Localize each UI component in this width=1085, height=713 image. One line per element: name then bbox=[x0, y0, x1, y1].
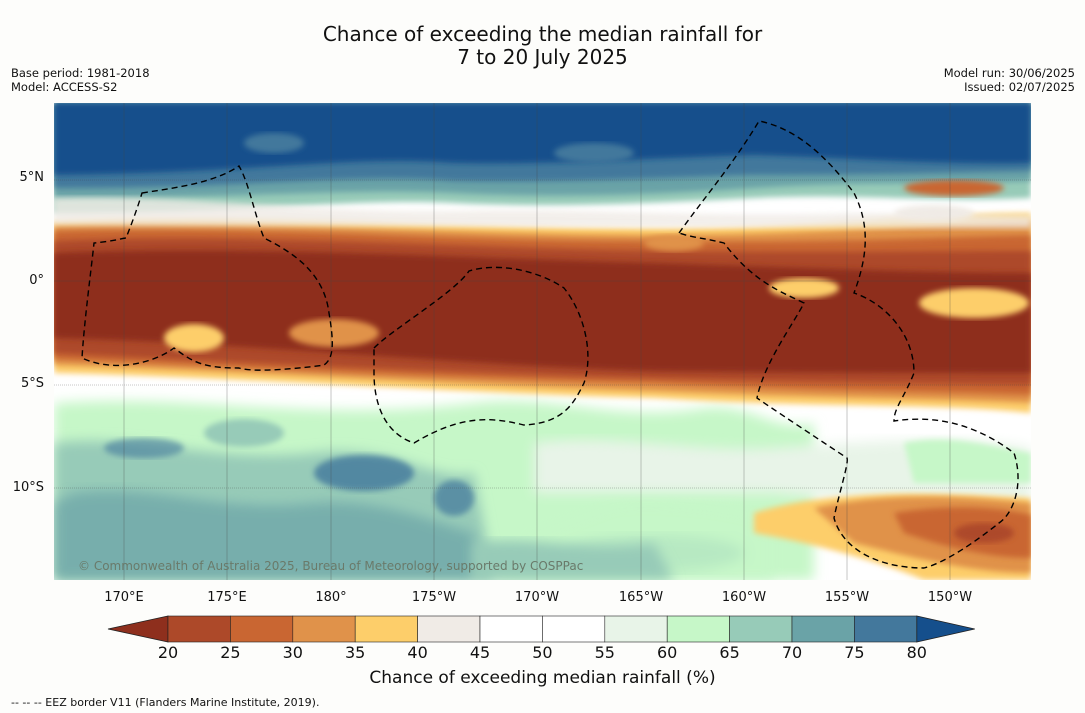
lon-label-155w: 155°W bbox=[824, 590, 870, 605]
copyright-text: © Commonwealth of Australia 2025, Bureau… bbox=[78, 559, 584, 573]
colorbar-cell bbox=[292, 615, 356, 643]
lat-label-10s: 10°S bbox=[12, 480, 44, 495]
colorbar bbox=[107, 615, 975, 643]
meta-right: Model run: 30/06/2025 Issued: 02/07/2025 bbox=[944, 66, 1075, 94]
colorbar-tick-label: 60 bbox=[657, 643, 678, 662]
equatorial-dry-band bbox=[54, 213, 1031, 413]
lon-label-175w: 175°W bbox=[411, 590, 457, 605]
colorbar-label: Chance of exceeding median rainfall (%) bbox=[369, 668, 716, 688]
rainfall-map bbox=[54, 103, 1031, 580]
eez-borders bbox=[81, 120, 1019, 569]
colorbar-extend-low bbox=[107, 615, 169, 643]
issued-text: Issued: 02/07/2025 bbox=[964, 80, 1075, 94]
colorbar-cell bbox=[604, 615, 668, 643]
colorbar-tick-label: 50 bbox=[532, 643, 553, 662]
lon-label-160w: 160°W bbox=[721, 590, 767, 605]
lon-label-170w: 170°W bbox=[514, 590, 560, 605]
colorbar-cell bbox=[729, 615, 793, 643]
colorbar-tick-label: 40 bbox=[407, 643, 428, 662]
lat-label-5n: 5°N bbox=[19, 170, 45, 185]
chart-title-line1: Chance of exceeding the median rainfall … bbox=[322, 22, 763, 46]
colorbar-tick-label: 45 bbox=[469, 643, 491, 662]
colorbar-cell bbox=[230, 615, 294, 643]
meta-left: Base period: 1981-2018 Model: ACCESS-S2 bbox=[11, 66, 150, 94]
model-text: Model: ACCESS-S2 bbox=[11, 80, 118, 94]
lon-label-180: 180° bbox=[315, 590, 347, 605]
colorbar-cell bbox=[167, 615, 231, 643]
lat-label-5s: 5°S bbox=[20, 376, 44, 391]
colorbar-cell bbox=[854, 615, 918, 643]
map-svg bbox=[54, 103, 1031, 580]
graticule bbox=[54, 103, 1031, 580]
colorbar-tick-label: 20 bbox=[157, 643, 179, 662]
lon-label-175e: 175°E bbox=[207, 590, 247, 605]
colorbar-tick-label: 25 bbox=[220, 643, 241, 662]
colorbar-cell bbox=[791, 615, 855, 643]
colorbar-tick-label: 80 bbox=[906, 643, 927, 662]
colorbar-extend-high bbox=[916, 615, 975, 643]
colorbar-tick-label: 35 bbox=[345, 643, 366, 662]
colorbar-tick-label: 65 bbox=[719, 643, 740, 662]
model-run-text: Model run: 30/06/2025 bbox=[943, 66, 1075, 80]
colorbar-tick-label: 55 bbox=[594, 643, 615, 662]
colorbar-tick-label: 70 bbox=[781, 643, 803, 662]
lat-label-0: 0° bbox=[29, 273, 44, 288]
chart-title-line2: 7 to 20 July 2025 bbox=[457, 45, 628, 69]
base-period-text: Base period: 1981-2018 bbox=[11, 66, 150, 80]
eez-footnote: -- -- -- EEZ border V11 (Flanders Marine… bbox=[11, 696, 320, 709]
colorbar-cell bbox=[666, 615, 730, 643]
colorbar-tick-label: 30 bbox=[282, 643, 303, 662]
lon-label-170e: 170°E bbox=[104, 590, 144, 605]
colorbar-cell bbox=[417, 615, 481, 643]
colorbar-cell bbox=[542, 615, 606, 643]
colorbar-tick-label: 75 bbox=[844, 643, 865, 662]
lon-label-150w: 150°W bbox=[927, 590, 973, 605]
colorbar-cell bbox=[479, 615, 543, 643]
southeast-dry-zone bbox=[754, 493, 1031, 580]
colorbar-cell bbox=[354, 615, 418, 643]
lon-label-165w: 165°W bbox=[618, 590, 664, 605]
northern-wet-band bbox=[54, 103, 1031, 228]
